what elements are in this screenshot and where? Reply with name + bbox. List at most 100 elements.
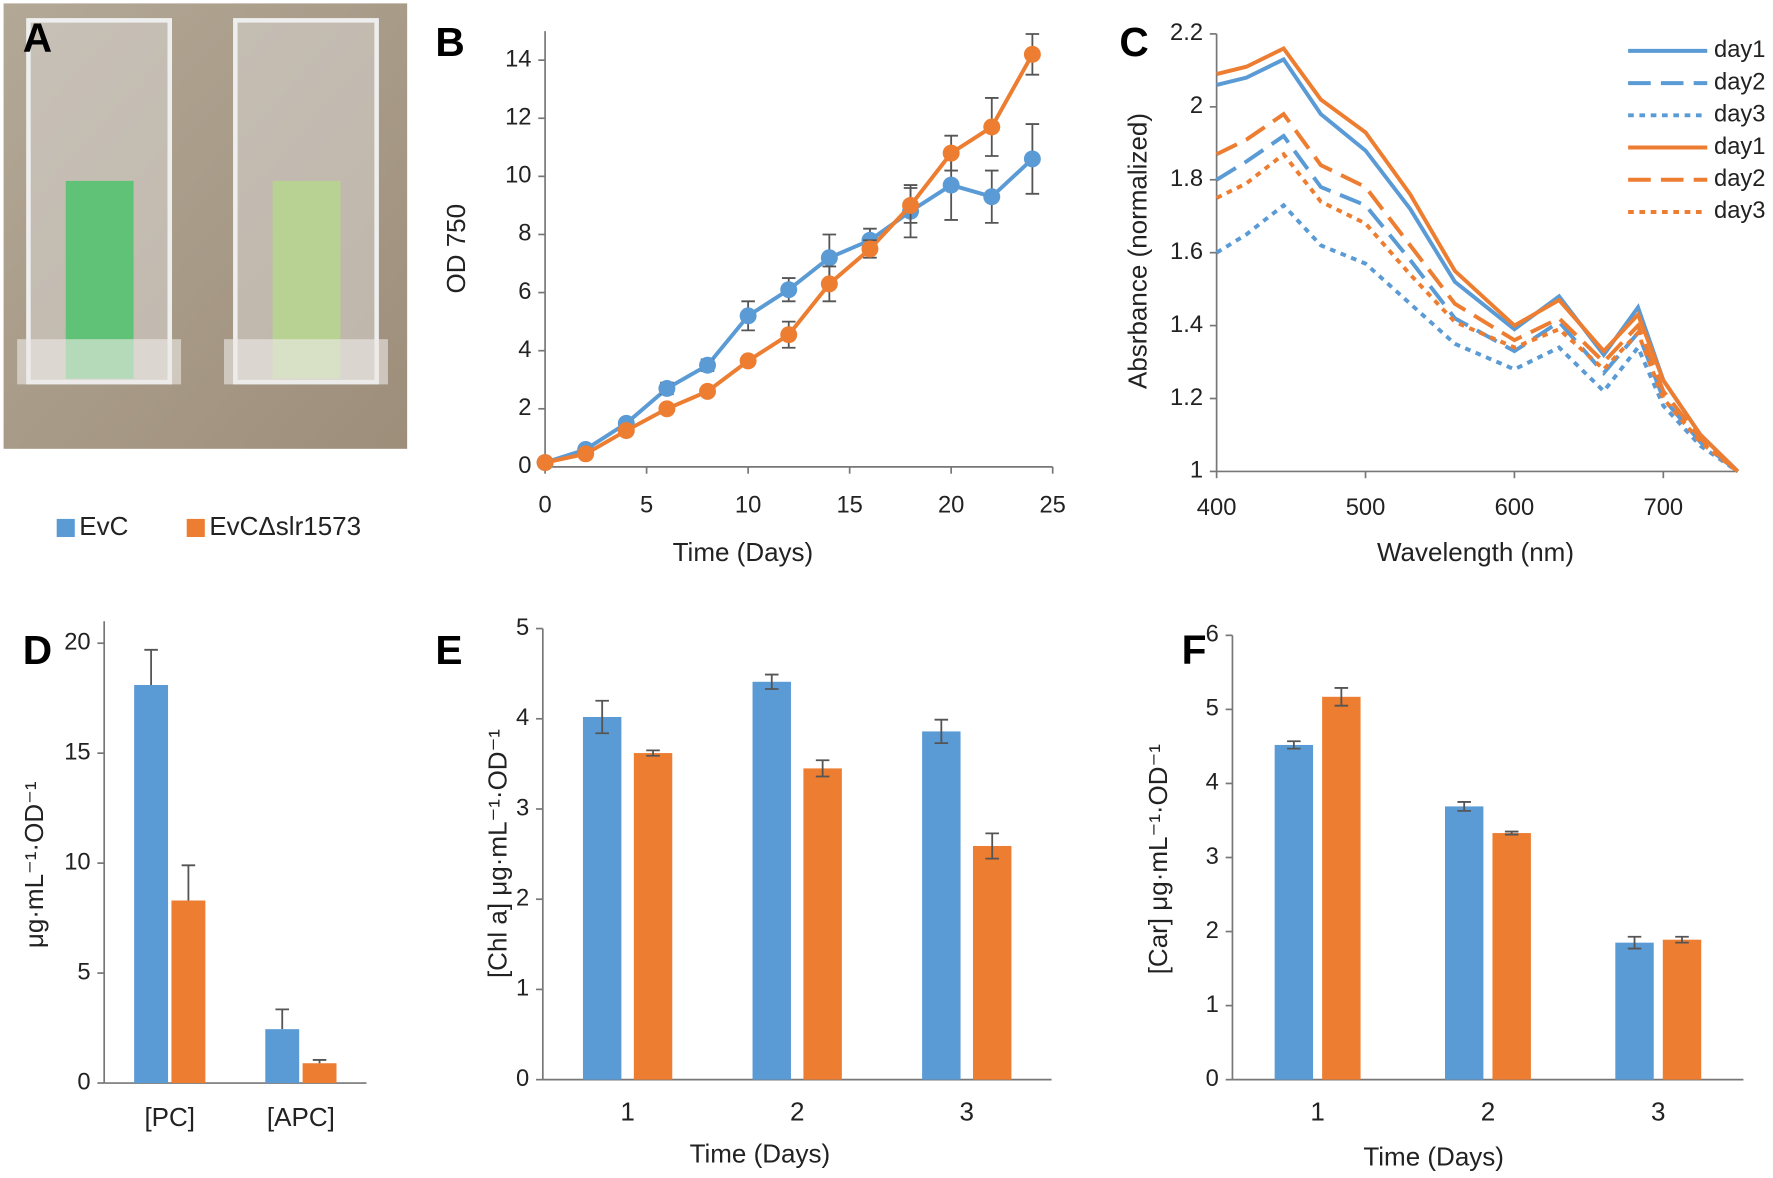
series-line — [1215, 202, 1739, 474]
error-bar — [1627, 935, 1642, 950]
series-line — [1215, 133, 1740, 473]
x-axis-title: Time (Days) — [690, 1138, 831, 1168]
x-tick-label: 3 — [960, 1096, 974, 1126]
series-line — [1216, 45, 1740, 473]
y-tick-label: 1.6 — [1170, 239, 1203, 265]
error-bar — [312, 1059, 327, 1064]
x-tick-label: 1 — [620, 1096, 634, 1126]
error-bar — [181, 864, 196, 901]
y-tick-label: 2 — [1206, 918, 1219, 944]
x-tick-label: 700 — [1644, 495, 1684, 521]
y-axis-title: [Car] μg·mL⁻¹·OD⁻¹ — [1143, 744, 1173, 975]
x-tick-label: 500 — [1346, 495, 1386, 521]
bar — [582, 716, 622, 1080]
legend-label: day1 — [1714, 134, 1765, 160]
bar — [1274, 744, 1314, 1080]
point — [942, 144, 960, 162]
y-axis-title: [Chl a] μg·mL⁻¹·OD⁻¹ — [483, 729, 513, 978]
y-axis-title: Absrbance (normalized) — [1123, 113, 1153, 389]
x-tick-label: 2 — [790, 1096, 804, 1126]
y-tick-label: 8 — [518, 221, 531, 247]
bar — [1662, 939, 1702, 1080]
y-tick-label: 0 — [77, 1069, 90, 1095]
error-bar — [1287, 740, 1301, 750]
error-bar — [144, 648, 158, 685]
x-tick-label: [APC] — [267, 1102, 335, 1132]
error-bar — [985, 832, 999, 860]
legend-label: day3 — [1714, 102, 1765, 128]
bar — [1444, 806, 1484, 1080]
bar — [134, 684, 169, 1084]
bar — [803, 768, 842, 1080]
x-axis-title: Wavelength (nm) — [1377, 537, 1574, 567]
series-line — [544, 53, 1035, 465]
y-tick-label: 4 — [516, 705, 529, 731]
panel-letter: F — [1182, 627, 1207, 673]
error-bar — [1457, 801, 1471, 812]
x-axis-title: Time (Days) — [673, 537, 814, 567]
point — [739, 307, 757, 325]
error-bar — [646, 749, 660, 757]
legend-label: day2 — [1714, 69, 1765, 95]
y-tick-label: 2.2 — [1170, 20, 1203, 46]
point — [820, 249, 838, 267]
y-tick-label: 2 — [516, 885, 529, 911]
y-tick-label: 5 — [77, 959, 90, 985]
y-tick-label: 4 — [1206, 770, 1219, 796]
bar — [302, 1063, 337, 1084]
legend-label: day3 — [1714, 198, 1765, 224]
legend-label: EvCΔslr1573 — [209, 511, 361, 541]
x-tick-label: 600 — [1495, 495, 1535, 521]
y-tick-label: 5 — [516, 615, 529, 641]
panel-letter: C — [1119, 19, 1148, 65]
y-tick-label: 6 — [1206, 622, 1219, 648]
y-tick-label: 1.4 — [1170, 312, 1203, 338]
y-tick-label: 2 — [518, 395, 531, 421]
point — [536, 454, 554, 472]
y-tick-label: 15 — [64, 739, 90, 765]
point — [617, 422, 635, 440]
bar — [633, 753, 673, 1080]
bar — [1492, 833, 1531, 1080]
bar — [1615, 942, 1654, 1080]
point — [699, 382, 716, 400]
y-tick-label: 1 — [516, 976, 529, 1002]
x-tick-label: 1 — [1310, 1096, 1324, 1126]
y-tick-label: 20 — [64, 629, 90, 655]
x-tick-label: 20 — [938, 493, 964, 519]
point — [983, 118, 1001, 136]
x-tick-label: 25 — [1039, 493, 1065, 519]
point — [658, 379, 676, 397]
x-tick-label: 5 — [640, 493, 653, 519]
y-axis-title: OD 750 — [441, 204, 471, 294]
legend-label: day1 — [1714, 37, 1765, 63]
error-bar — [764, 673, 779, 690]
bar — [1322, 696, 1361, 1080]
x-tick-label: 400 — [1197, 495, 1237, 521]
series-line — [544, 157, 1034, 465]
point — [780, 281, 798, 299]
y-tick-label: 1.2 — [1170, 385, 1203, 411]
y-tick-label: 14 — [505, 46, 531, 72]
y-axis-title: μg·mL⁻¹·OD⁻¹ — [19, 781, 49, 948]
point — [699, 356, 716, 374]
series-line — [1215, 151, 1740, 473]
x-tick-label: 15 — [836, 493, 862, 519]
y-tick-label: 5 — [1206, 696, 1219, 722]
x-axis-title: Time (Days) — [1363, 1142, 1504, 1172]
bar — [171, 900, 206, 1084]
point — [780, 326, 798, 344]
legend-swatch — [56, 518, 75, 537]
y-tick-label: 10 — [505, 163, 531, 189]
x-tick-label: 10 — [735, 493, 761, 519]
y-tick-label: 3 — [1206, 844, 1219, 870]
error-bar — [815, 759, 830, 778]
y-tick-label: 1 — [1206, 992, 1219, 1018]
point — [1023, 45, 1041, 63]
legend-label: day2 — [1714, 166, 1765, 192]
y-tick-label: 0 — [518, 453, 531, 479]
y-tick-label: 1 — [1190, 458, 1203, 484]
panel-letter: E — [435, 627, 462, 673]
